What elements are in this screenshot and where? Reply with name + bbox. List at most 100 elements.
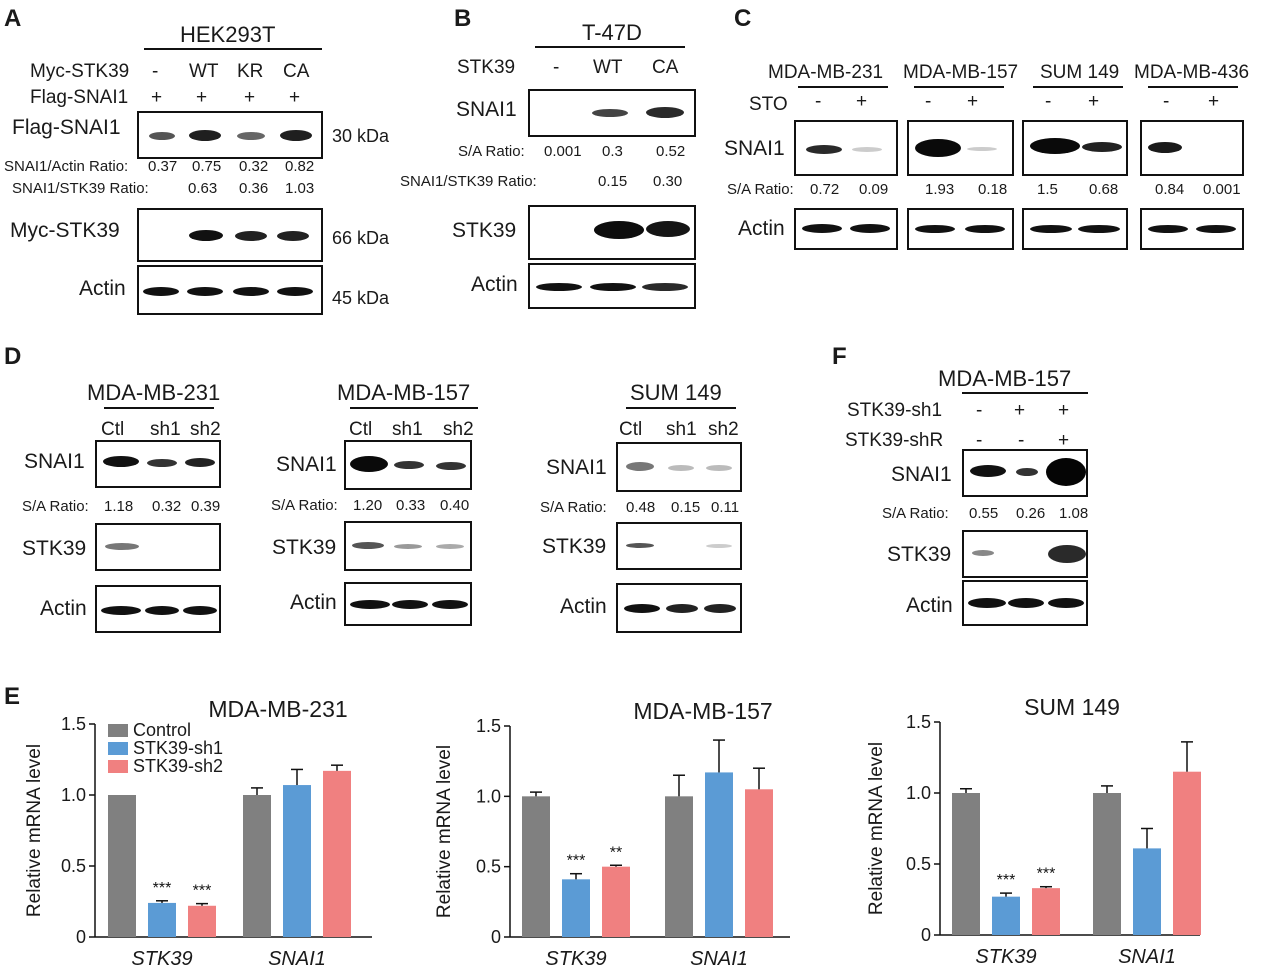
panel-d-actin-label: Actin: [560, 595, 607, 618]
bar: [992, 896, 1020, 935]
panel-b-ratio1-label: S/A Ratio:: [458, 143, 525, 160]
sto-val: +: [856, 91, 868, 112]
val: -: [976, 430, 983, 451]
ratio: 1.03: [285, 180, 315, 197]
panel-a-row2-val: +: [151, 87, 163, 108]
significance-label: ***: [1037, 866, 1056, 883]
ratio: 0.32: [152, 498, 182, 515]
y-tick-label: 1.0: [906, 783, 931, 803]
lane: sh1: [392, 419, 423, 440]
ratio: 0.84: [1155, 181, 1185, 198]
panel-c-line: MDA-MB-231: [768, 62, 884, 83]
bar: [562, 879, 590, 937]
panel-d-actin-label: Actin: [40, 597, 87, 620]
band: [965, 225, 1005, 233]
panel-b-row1-val: -: [553, 57, 560, 78]
ratio: 0.001: [1203, 181, 1241, 198]
band: [806, 145, 842, 154]
band: [352, 542, 384, 549]
ratio: 0.15: [598, 173, 628, 190]
panel-f-snai1-blot: [962, 449, 1088, 497]
band: [1082, 142, 1122, 152]
panel-d-actin-blot: [616, 583, 742, 633]
panel-c-actin-blot: [907, 208, 1014, 250]
band: [189, 230, 223, 241]
legend-label: STK39-sh2: [133, 756, 223, 776]
ratio-label: S/A Ratio:: [271, 497, 338, 514]
y-axis-label: Relative mRNA level: [866, 742, 887, 915]
panel-f-actin-blot: [962, 580, 1088, 626]
ratio: 1.18: [104, 498, 134, 515]
panel-b-blot2-label: STK39: [452, 219, 517, 242]
ratio: 0.001: [544, 143, 582, 160]
legend-swatch: [108, 724, 128, 737]
band: [1148, 225, 1188, 233]
ratio: 0.37: [148, 158, 178, 175]
panel-b-row1-val: WT: [593, 57, 623, 78]
panel-a-row2-val: +: [244, 87, 256, 108]
band: [1048, 545, 1086, 563]
bar: [108, 795, 136, 937]
y-tick-label: 0.5: [476, 857, 501, 877]
lane: sh2: [190, 419, 221, 440]
bar: [1032, 888, 1060, 935]
band: [590, 283, 636, 291]
lane: Ctl: [349, 419, 373, 440]
significance-label: ***: [153, 880, 172, 897]
band: [432, 600, 468, 609]
panel-a-blot1: [137, 111, 323, 159]
band: [103, 456, 139, 467]
band: [1046, 458, 1086, 486]
panel-a-blot2: [137, 208, 323, 262]
x-tick-label: STK39: [975, 946, 1036, 968]
band: [1078, 225, 1120, 233]
y-axis-label: Relative mRNA level: [24, 744, 45, 917]
panel-f-ratio-label: S/A Ratio:: [882, 505, 949, 522]
band: [1008, 598, 1044, 608]
legend-label: STK39-sh1: [133, 738, 223, 758]
panel-d-snai1-blot: [616, 442, 742, 492]
lane: sh1: [666, 419, 697, 440]
panel-c-line: SUM 149: [1040, 62, 1120, 83]
panel-a-kda3: 45 kDa: [332, 288, 390, 308]
panel-d-stk39-label: STK39: [542, 535, 607, 558]
panel-f-cell-line: MDA-MB-157: [938, 366, 1072, 391]
panel-a-row1-val: -: [152, 61, 159, 82]
band: [802, 224, 842, 233]
y-tick-label: 1.5: [476, 716, 501, 736]
ratio: 0.75: [192, 158, 222, 175]
band: [233, 287, 269, 296]
bar: [1093, 793, 1121, 935]
y-tick-label: 1.0: [476, 786, 501, 806]
panel-c-header-line: [914, 86, 1004, 88]
sto-val: -: [1045, 91, 1052, 112]
band: [850, 224, 890, 233]
panel-d-header-line: [350, 407, 478, 409]
lane: sh1: [150, 419, 181, 440]
panel-b-cell-line: T-47D: [582, 20, 642, 45]
band: [592, 109, 628, 117]
panel-c-snai1-blot: [1140, 120, 1244, 176]
panel-c-actin-blot: [794, 208, 898, 250]
band: [183, 606, 217, 615]
lane: Ctl: [101, 419, 125, 440]
panel-c-header-line: [798, 86, 888, 88]
band: [646, 221, 690, 237]
ratio: 0.55: [969, 505, 999, 522]
band: [105, 543, 139, 550]
panel-d-stk39-blot: [344, 521, 472, 571]
panel-f-row2-label: STK39-shR: [845, 430, 944, 451]
band: [145, 606, 179, 615]
band: [187, 287, 223, 296]
band: [394, 461, 424, 469]
panel-c-line: MDA-MB-157: [903, 62, 1019, 83]
chart-title: MDA-MB-157: [633, 698, 772, 724]
panel-f-snai1-label: SNAI1: [891, 463, 952, 486]
val: -: [1018, 430, 1025, 451]
chart-title: SUM 149: [1024, 694, 1120, 720]
band: [1048, 598, 1084, 608]
sto-val: -: [815, 91, 822, 112]
ratio: 0.63: [188, 180, 218, 197]
panel-b-row1-val: CA: [652, 57, 679, 78]
